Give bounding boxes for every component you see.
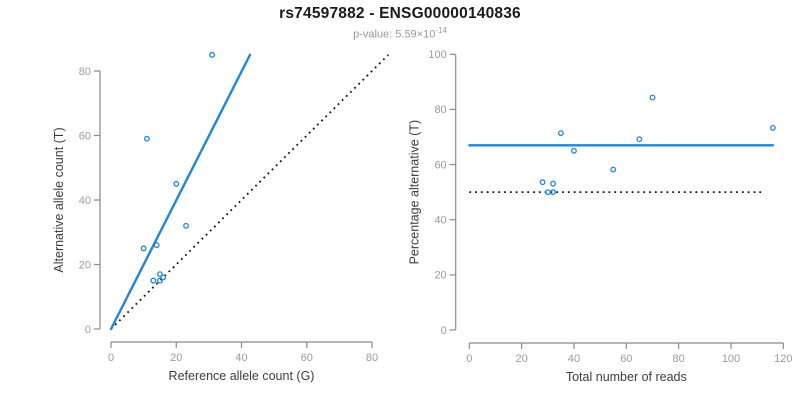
- x-tick-label: 40: [235, 352, 247, 364]
- x-tick-label: 100: [722, 353, 740, 365]
- y-tick-label: 80: [434, 104, 446, 116]
- x-tick-label: 120: [774, 353, 792, 365]
- x-axis-title: Reference allele count (G): [169, 369, 315, 383]
- fit-line: [109, 53, 252, 331]
- p-value-text: p-value: 5.59×10: [353, 28, 436, 41]
- data-point: [610, 166, 617, 173]
- x-tick-label: 40: [568, 353, 580, 365]
- data-point: [173, 180, 180, 187]
- data-point: [571, 147, 577, 154]
- figure-title: rs74597882 - ENSG00000140836: [279, 5, 521, 22]
- data-point: [636, 136, 643, 143]
- data-point: [209, 51, 216, 58]
- y-tick-label: 20: [79, 259, 91, 271]
- y-tick-label: 60: [434, 159, 446, 171]
- data-point: [550, 180, 556, 187]
- data-point: [156, 277, 163, 284]
- x-tick-label: 0: [108, 352, 114, 364]
- allele-counts-scatter: 0 20 40 60 80 0 20 40 60 80 Reference allele count…: [52, 51, 389, 383]
- data-point: [769, 124, 776, 131]
- y-tick-label: 80: [79, 66, 91, 78]
- x-tick-label: 60: [620, 353, 632, 365]
- percentage-vs-reads-scatter: 0 20 40 60 80 100 0 20 40 60 80 100 120 Total number …: [408, 49, 793, 384]
- y-tick-label: 60: [79, 130, 91, 142]
- y-tick-label: 20: [434, 270, 446, 282]
- x-tick-label: 0: [466, 353, 472, 365]
- data-point: [140, 245, 147, 252]
- data-point: [160, 274, 167, 281]
- y-axis-title: Alternative allele count (T): [52, 127, 66, 272]
- x-tick-label: 20: [516, 353, 528, 365]
- y-axis-title: Percentage alternative (T): [408, 120, 422, 265]
- data-point: [153, 242, 160, 249]
- x-tick-label: 80: [366, 352, 378, 364]
- data-point: [539, 179, 546, 186]
- data-point: [557, 130, 564, 137]
- data-point: [183, 222, 189, 229]
- y-tick-label: 100: [428, 49, 446, 61]
- x-axis-title: Total number of reads: [566, 370, 687, 384]
- y-tick-label: 40: [434, 215, 446, 227]
- x-tick-label: 20: [170, 352, 182, 364]
- data-point: [150, 277, 157, 284]
- data-point: [550, 189, 556, 196]
- x-tick-label: 80: [673, 353, 685, 365]
- p-value-exponent: -14: [435, 26, 447, 35]
- figure-header: rs74597882 - ENSG00000140836 p-value: 5.…: [0, 5, 800, 41]
- y-tick-label: 40: [79, 195, 91, 207]
- data-point: [649, 94, 656, 101]
- data-point: [143, 135, 150, 142]
- reference-dotted-line: [110, 54, 389, 330]
- y-tick-label: 0: [85, 324, 91, 336]
- p-value-subtitle: p-value: 5.59×10-14: [0, 26, 800, 41]
- data-point: [156, 271, 163, 278]
- x-tick-label: 60: [301, 352, 313, 364]
- y-tick-label: 0: [441, 325, 447, 337]
